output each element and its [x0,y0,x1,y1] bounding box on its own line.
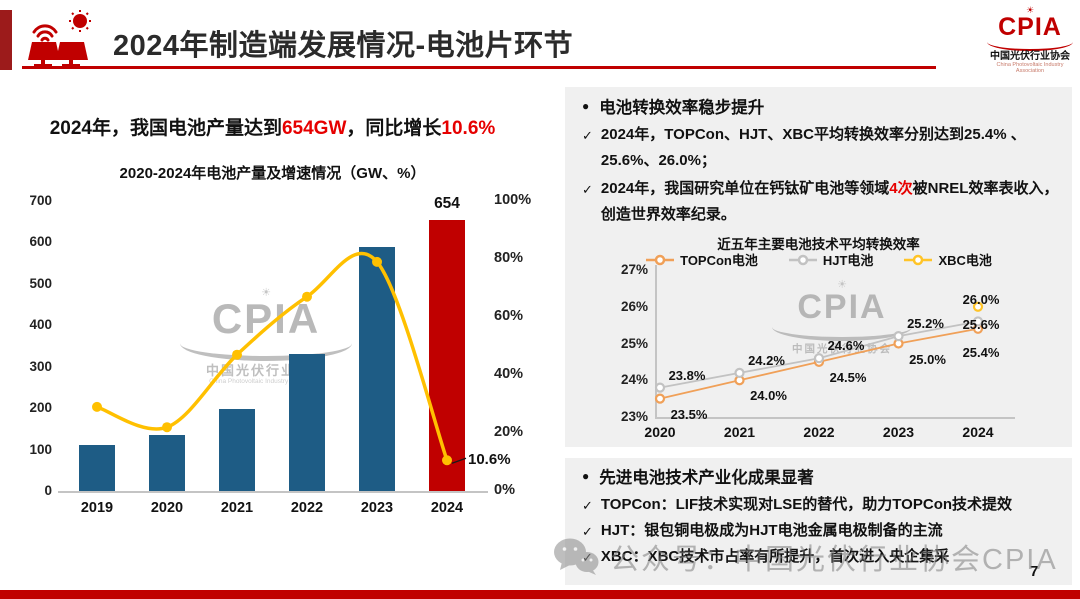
c1-right-axis-tick: 0% [494,482,515,498]
check-icon: ✓ [582,182,593,197]
headline: 2024年，我国电池产量达到654GW，同比增长10.6% [49,118,496,139]
tech-item-hjt: ✓ HJT：银包铜电极成为HJT电池金属电极制备的主流 [582,518,1064,545]
wechat-icon [554,538,599,575]
c2-x-axis [655,417,1015,419]
c2-data-label: 25.6% [962,317,1000,333]
logo-sun-icon: ☀ [1025,5,1035,15]
bottom-red-bar [0,590,1080,599]
c2-x-label: 2023 [882,424,915,440]
c1-x-label: 2021 [220,500,254,516]
check-icon: ✓ [582,498,593,513]
c2-y-axis-tick: 26% [620,298,648,314]
bar-2019 [79,445,115,491]
section2-heading: ● 先进电池技术产业化成果显著 [582,469,814,487]
c2-x-label: 2020 [644,424,676,440]
c1-right-axis-tick: 80% [494,250,524,266]
logo-text: CPIA [998,13,1062,41]
efficiency-chart-legend: TOPCon电池 HJT电池 XBC电池 [565,250,1072,269]
c1-right-axis-tick: 20% [494,424,524,440]
c2-data-label: 25.2% [907,316,944,332]
bar-2020 [149,435,185,491]
tech-item-topcon: ✓ TOPCon：LIF技术实现对LSE的替代，助力TOPCon技术提效 [582,492,1064,519]
c2-data-label: 24.2% [748,352,785,368]
c2-data-label: 24.5% [829,369,867,385]
logo-cn-name: 中国光伏行业协会 [990,51,1070,62]
c2-data-label: 26.0% [962,291,1000,307]
logo-arc [987,33,1073,51]
c1-right-axis-tick: 100% [494,192,532,208]
c2-data-label: 24.6% [827,338,865,354]
c2-data-label: 23.5% [670,406,708,422]
c2-y-axis-tick: 24% [620,372,648,388]
c2-y-axis-tick: 27% [620,262,648,277]
page-number: 7 [1030,563,1039,580]
bar-2023 [359,246,395,491]
legend-marker-icon [904,254,933,265]
title-underline [22,66,936,69]
c1-left-axis-tick: 700 [29,193,52,208]
cpia-watermark-left: ☀ CPIA 中国光伏行业协会 China Photovoltaic Indus… [180,288,352,386]
legend-marker-icon [788,254,817,265]
c1-left-axis-tick: 500 [29,275,52,291]
bullet-icon: ● [582,99,590,113]
c1-right-axis-tick: 60% [494,308,524,324]
c1-left-axis-tick: 600 [29,234,52,250]
solar-panel-icon [20,8,98,70]
section1-heading: ● 电池转换效率稳步提升 [582,99,765,117]
logo-en-name: China Photovoltaic Industry Association [996,62,1064,74]
c2-x-label: 2021 [723,424,756,440]
legend-item: TOPCon电池 [645,250,758,269]
wechat-watermark: 公众号：中国光伏行业协会CPIA [552,536,1058,578]
check-icon: ✓ [582,128,593,143]
c1-right-axis-tick: 40% [494,366,524,382]
production-chart-title: 2020-2024年电池产量及增速情况（GW、%） [119,165,426,182]
bar-2024 [429,220,465,491]
c1-left-axis-tick: 300 [29,358,52,374]
legend-marker-icon [646,254,675,265]
bullet-icon: ● [582,469,590,483]
bar-2021 [219,408,255,491]
efficiency-chart-title: 近五年主要电池技术平均转换效率 [717,237,920,252]
efficiency-item-2: ✓ 2024年，我国研究单位在钙钛矿电池等领域4次被NREL效率表收入，创造世界… [582,176,1064,228]
c1-x-axis [58,491,488,493]
c2-data-label: 25.4% [962,344,1000,360]
c2-x-label: 2024 [962,424,994,440]
c2-y-axis-tick: 23% [620,409,648,424]
c1-left-axis-tick: 0 [44,483,52,498]
left-accent-bar [0,10,12,70]
c2-data-label: 25.0% [909,351,946,367]
c1-left-axis-tick: 100 [29,441,52,457]
check-icon: ✓ [582,524,593,539]
cpia-logo: ☀ CPIA 中国光伏行业协会 China Photovoltaic Indus… [982,5,1078,73]
bar-2022 [289,353,325,491]
growth-annotation: 10.6% [468,451,511,469]
c1-x-label: 2019 [80,500,114,516]
c1-x-label: 2020 [150,500,184,516]
c2-y-axis-tick: 25% [620,335,648,351]
bar-value-annotation: 654 [434,195,460,213]
c1-x-label: 2024 [430,500,464,516]
c1-x-label: 2023 [360,500,394,516]
c2-y-axis [655,265,657,417]
legend-item: XBC电池 [903,250,992,269]
c1-x-label: 2022 [290,500,324,516]
c2-data-label: 24.0% [750,388,787,404]
efficiency-item-1: ✓ 2024年，TOPCon、HJT、XBC平均转换效率分别达到25.4% 、2… [582,122,1064,174]
industrialization-panel [565,458,1072,585]
page-title: 2024年制造端发展情况-电池片环节 [113,30,574,62]
c2-data-label: 23.8% [668,367,706,383]
c1-left-axis-tick: 200 [29,400,52,416]
c2-x-label: 2022 [803,424,835,440]
legend-item: HJT电池 [788,250,873,269]
c1-left-axis-tick: 400 [29,317,52,333]
